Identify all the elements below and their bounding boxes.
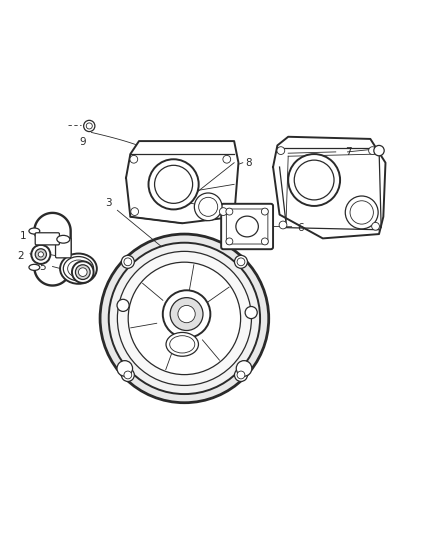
Circle shape (131, 208, 138, 215)
Text: 7: 7 (346, 147, 352, 157)
Text: 2: 2 (17, 251, 24, 261)
Circle shape (109, 243, 260, 394)
Text: 9: 9 (79, 137, 86, 147)
FancyBboxPatch shape (35, 233, 60, 245)
Text: 6: 6 (297, 223, 304, 232)
Circle shape (75, 265, 90, 279)
Ellipse shape (236, 216, 258, 237)
Circle shape (234, 368, 247, 382)
Circle shape (288, 154, 340, 206)
Circle shape (277, 147, 285, 155)
Polygon shape (273, 137, 385, 238)
Text: 3: 3 (106, 198, 112, 208)
Circle shape (38, 252, 43, 257)
FancyBboxPatch shape (56, 238, 71, 258)
Ellipse shape (60, 254, 97, 284)
Circle shape (237, 258, 245, 266)
Text: 4: 4 (36, 249, 42, 260)
Text: 1: 1 (20, 231, 27, 241)
Circle shape (374, 146, 384, 156)
Circle shape (279, 221, 287, 229)
Circle shape (117, 300, 129, 311)
Circle shape (117, 361, 133, 376)
Circle shape (261, 208, 268, 215)
Ellipse shape (166, 333, 198, 356)
Circle shape (32, 245, 50, 264)
Circle shape (121, 255, 134, 268)
Circle shape (170, 297, 203, 330)
Circle shape (117, 252, 251, 385)
Circle shape (219, 208, 227, 215)
Circle shape (234, 255, 247, 268)
FancyBboxPatch shape (221, 204, 273, 249)
Ellipse shape (57, 236, 70, 243)
Ellipse shape (29, 264, 40, 270)
Circle shape (163, 290, 210, 338)
Circle shape (148, 159, 199, 209)
Circle shape (178, 305, 195, 322)
Polygon shape (126, 141, 238, 223)
Circle shape (261, 238, 268, 245)
Circle shape (226, 208, 233, 215)
Circle shape (245, 306, 257, 319)
Circle shape (124, 258, 132, 266)
Circle shape (124, 371, 132, 379)
Text: 8: 8 (245, 158, 251, 168)
Circle shape (223, 155, 231, 163)
Circle shape (372, 222, 379, 230)
Circle shape (130, 155, 138, 163)
Circle shape (72, 261, 94, 283)
Circle shape (100, 234, 269, 403)
Text: 5: 5 (39, 262, 46, 271)
Circle shape (226, 238, 233, 245)
Circle shape (345, 196, 378, 229)
Circle shape (369, 147, 376, 155)
Circle shape (78, 268, 87, 277)
Circle shape (35, 249, 46, 260)
Circle shape (128, 262, 240, 375)
Circle shape (84, 120, 95, 132)
Circle shape (236, 361, 252, 376)
Ellipse shape (29, 228, 40, 234)
Circle shape (86, 123, 92, 129)
Circle shape (194, 193, 222, 221)
Circle shape (121, 368, 134, 382)
Circle shape (237, 371, 245, 379)
